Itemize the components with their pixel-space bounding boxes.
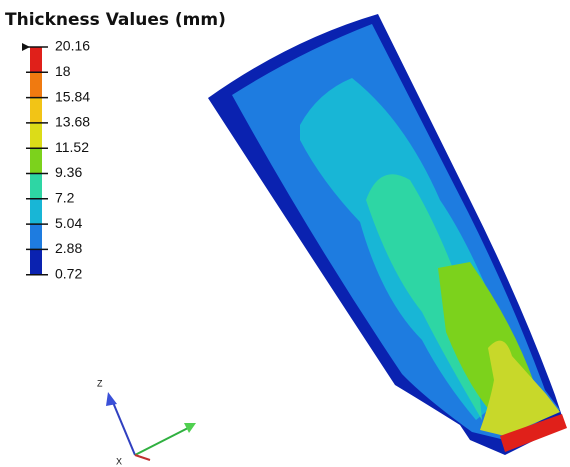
legend-label: 11.52 xyxy=(55,139,89,155)
legend-label: 18 xyxy=(55,63,71,79)
legend-band xyxy=(30,174,42,200)
z-label: Z xyxy=(97,378,103,388)
x-label: X xyxy=(116,456,122,466)
z-arrow xyxy=(106,392,117,406)
legend: 20.16 18 15.84 13.68 11.52 9.36 7.2 5.04 2.88 0.7… xyxy=(22,38,90,282)
legend-label: 7.2 xyxy=(55,190,75,206)
legend-band xyxy=(30,98,42,124)
legend-band xyxy=(30,148,42,174)
legend-band xyxy=(30,123,42,149)
legend-band xyxy=(30,249,42,275)
y-axis xyxy=(135,428,188,455)
legend-title: Thickness Values (mm) xyxy=(5,10,226,30)
legend-label: 2.88 xyxy=(55,240,82,256)
legend-band xyxy=(30,72,42,98)
axis-triad: Z X xyxy=(97,378,196,466)
legend-band xyxy=(30,47,42,73)
x-axis xyxy=(135,455,150,460)
legend-band xyxy=(30,224,42,250)
legend-marker xyxy=(22,43,30,51)
legend-label: 0.72 xyxy=(55,265,82,281)
legend-label: 13.68 xyxy=(55,114,90,130)
legend-label: 5.04 xyxy=(55,215,82,231)
result-view: Thickness Values (mm) 20.16 18 15.84 13.68 1… xyxy=(0,0,570,467)
blade-contour xyxy=(208,14,567,455)
legend-label: 9.36 xyxy=(55,164,82,180)
z-axis xyxy=(112,400,135,455)
legend-label: 20.16 xyxy=(55,38,90,54)
page: {"legend": {"title": "Thickness Values (… xyxy=(0,0,570,467)
legend-label: 15.84 xyxy=(55,88,90,104)
legend-band xyxy=(30,199,42,225)
